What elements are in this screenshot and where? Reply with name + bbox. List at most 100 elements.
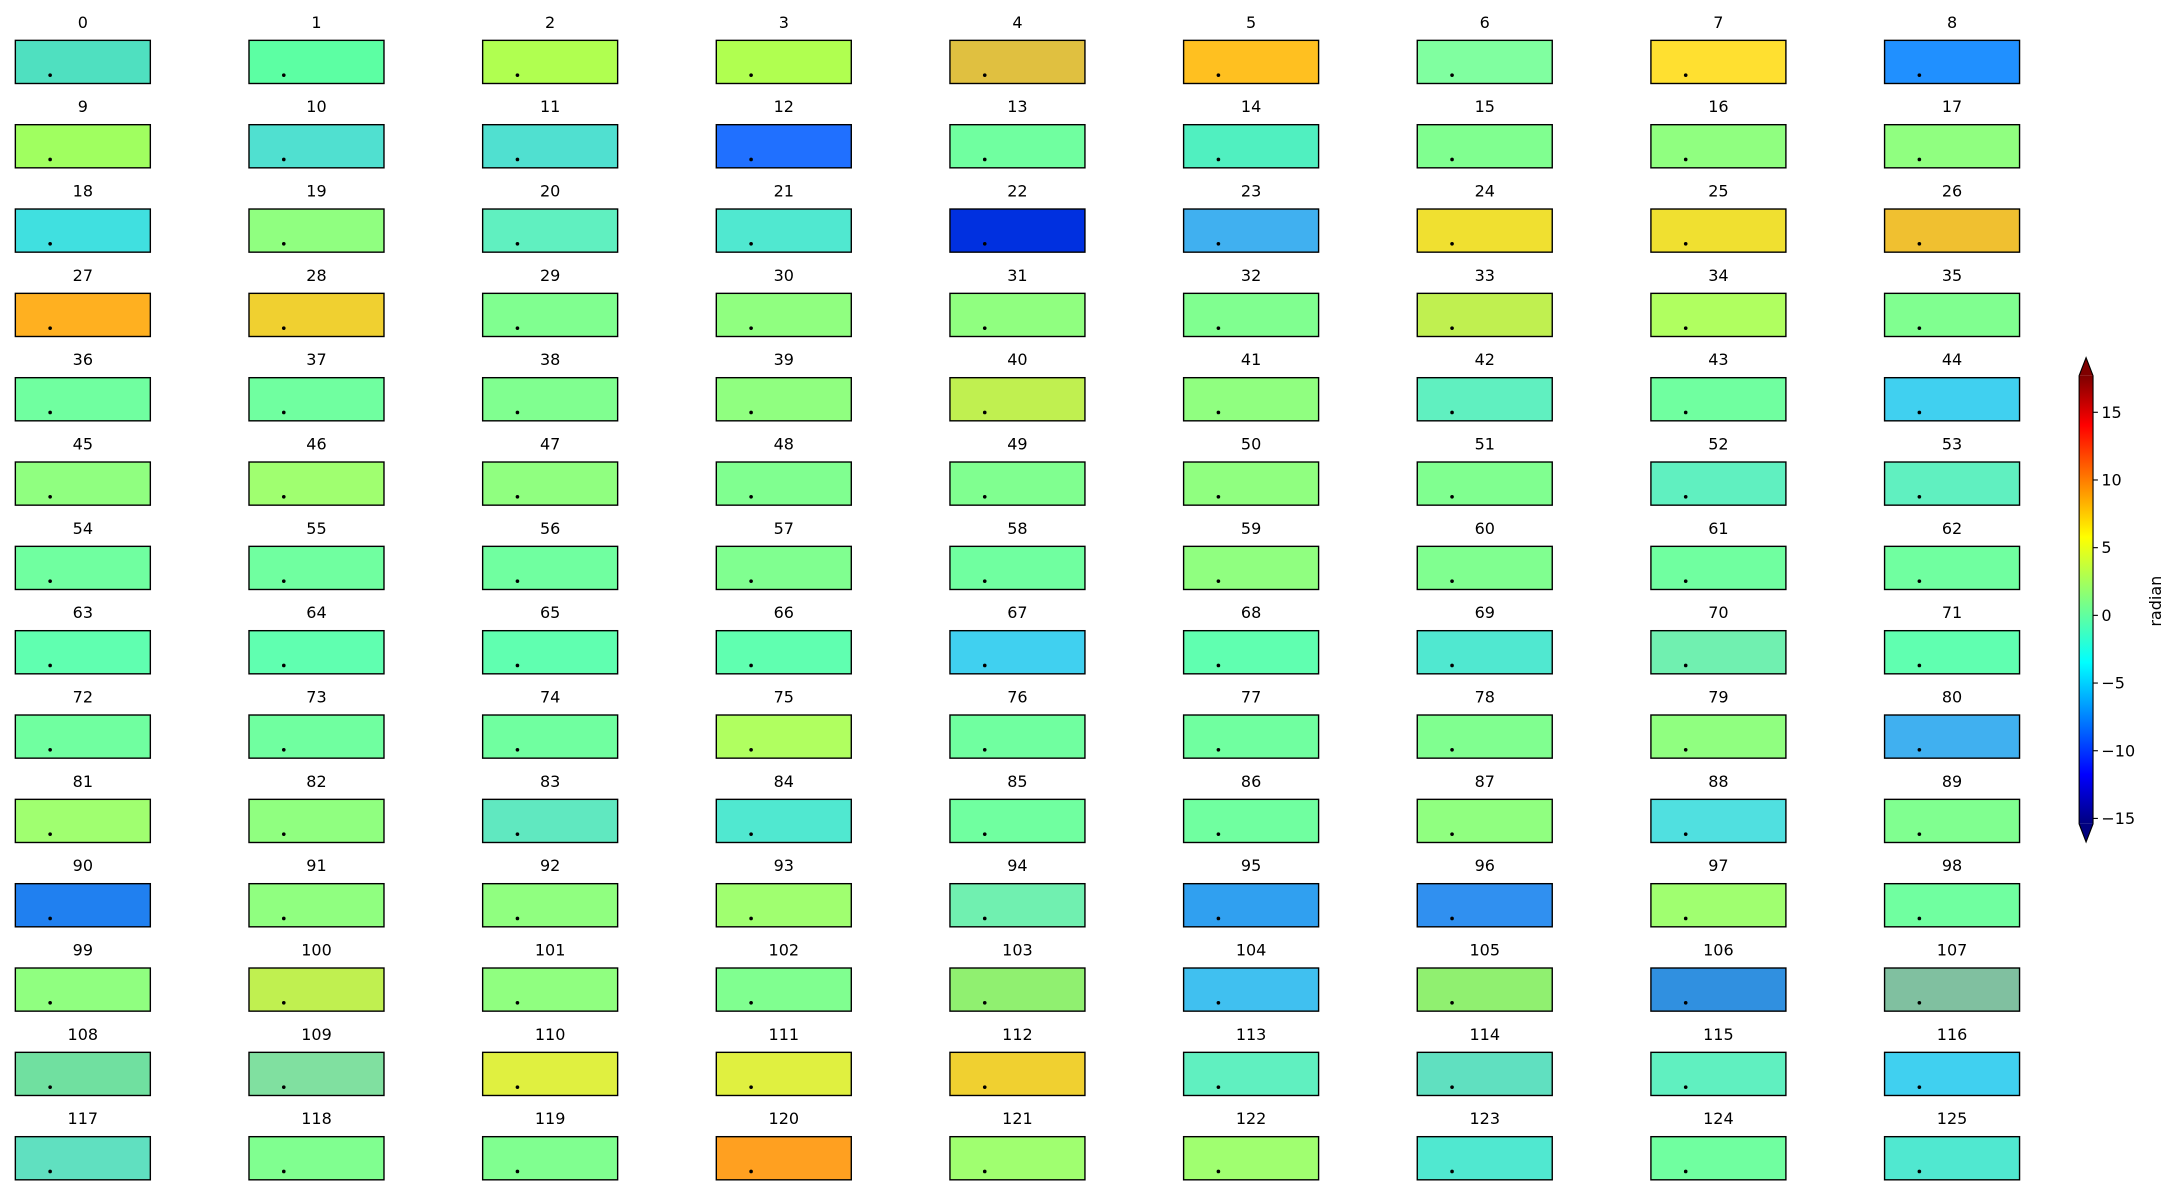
panel-image — [481, 798, 619, 844]
panel-image — [481, 376, 619, 422]
panel-title: 92 — [540, 856, 560, 875]
reference-point — [48, 242, 52, 246]
panel-title: 12 — [774, 97, 794, 116]
panel-title: 69 — [1475, 603, 1495, 622]
panel-image — [14, 461, 152, 506]
panel-image — [1650, 798, 1787, 844]
colorbar-tick-label: −5 — [2101, 674, 2125, 693]
reference-point — [749, 1000, 753, 1005]
reference-point — [1216, 1085, 1221, 1089]
panel-image — [481, 545, 619, 591]
reference-point — [749, 747, 753, 752]
reference-point — [1216, 832, 1221, 836]
panel-image — [1650, 1135, 1787, 1181]
reference-point — [1450, 916, 1454, 921]
reference-point — [1917, 494, 1922, 499]
panel-title: 124 — [1703, 1109, 1734, 1128]
reference-point — [982, 663, 987, 668]
panel-image — [1883, 292, 2021, 338]
panel-image — [715, 967, 852, 1012]
panel-title: 15 — [1475, 97, 1495, 116]
panel-title: 29 — [540, 266, 560, 285]
reference-point — [48, 157, 52, 162]
reference-point — [1450, 832, 1454, 836]
panel-title: 73 — [306, 687, 326, 706]
reference-point — [1917, 326, 1922, 330]
reference-point — [515, 747, 520, 752]
reference-point — [281, 157, 286, 162]
panel-title: 123 — [1469, 1109, 1500, 1128]
panel-image — [248, 376, 385, 422]
panel-title: 57 — [774, 519, 794, 538]
panel-image — [1416, 1135, 1553, 1181]
panel-image — [14, 1135, 152, 1181]
reference-point — [515, 579, 520, 583]
panel-title: 64 — [306, 603, 326, 622]
panel-title: 81 — [73, 772, 93, 791]
panel-title: 121 — [1002, 1109, 1033, 1128]
panel-title: 111 — [769, 1025, 800, 1044]
panel-image — [14, 798, 152, 844]
panel-image — [1650, 629, 1787, 675]
panel-title: 11 — [540, 97, 560, 116]
reference-point — [982, 73, 987, 77]
reference-point — [515, 832, 520, 836]
reference-point — [1450, 747, 1454, 752]
panel-title: 16 — [1708, 97, 1728, 116]
panel-image — [481, 123, 619, 169]
panel-title: 35 — [1942, 266, 1962, 285]
panel-title: 28 — [306, 266, 326, 285]
panel-title: 65 — [540, 603, 560, 622]
reference-point — [1450, 73, 1454, 77]
panel-image — [14, 882, 152, 928]
panel-image — [248, 461, 385, 506]
reference-point — [1683, 1169, 1688, 1174]
reference-point — [281, 663, 286, 668]
panel-image — [481, 1051, 619, 1097]
panel-image — [14, 208, 152, 253]
panel-title: 78 — [1475, 687, 1495, 706]
panel-image — [248, 798, 385, 844]
panel-image — [715, 545, 852, 591]
panel-title: 98 — [1942, 856, 1962, 875]
reference-point — [1216, 157, 1221, 162]
reference-point — [749, 410, 753, 415]
panel-title: 120 — [769, 1109, 800, 1128]
reference-point — [515, 73, 520, 77]
panel-title: 36 — [73, 350, 93, 369]
reference-point — [1216, 242, 1221, 246]
panel-title: 40 — [1007, 350, 1027, 369]
reference-point — [1683, 832, 1688, 836]
panel-image — [1416, 1051, 1553, 1097]
panel-image — [949, 967, 1086, 1012]
reference-point — [281, 326, 286, 330]
panel-title: 117 — [68, 1109, 99, 1128]
panel-image — [1883, 376, 2021, 422]
colorbar — [2079, 375, 2094, 824]
panel-image — [715, 39, 852, 85]
panel-image — [1650, 292, 1787, 338]
panel-image — [949, 208, 1086, 253]
reference-point — [1683, 579, 1688, 583]
colorbar-tick-label: 5 — [2101, 538, 2111, 557]
panel-title: 61 — [1708, 519, 1728, 538]
reference-point — [1683, 242, 1688, 246]
panel-title: 76 — [1007, 687, 1027, 706]
panel-title: 5 — [1246, 13, 1256, 32]
panel-image — [481, 292, 619, 338]
panel-title: 107 — [1937, 940, 1968, 959]
panel-title: 119 — [535, 1109, 566, 1128]
reference-point — [1450, 410, 1454, 415]
panel-title: 51 — [1475, 434, 1495, 453]
panel-title: 105 — [1469, 940, 1500, 959]
panel-image — [1650, 208, 1787, 253]
reference-point — [1450, 1000, 1454, 1005]
panel-title: 48 — [774, 434, 794, 453]
panel-image — [1650, 1051, 1787, 1097]
panel-title: 70 — [1708, 603, 1728, 622]
panel-title: 17 — [1942, 97, 1962, 116]
reference-point — [1216, 663, 1221, 668]
panel-image — [1883, 545, 2021, 591]
panel-image — [715, 461, 852, 506]
panel-image — [248, 545, 385, 591]
